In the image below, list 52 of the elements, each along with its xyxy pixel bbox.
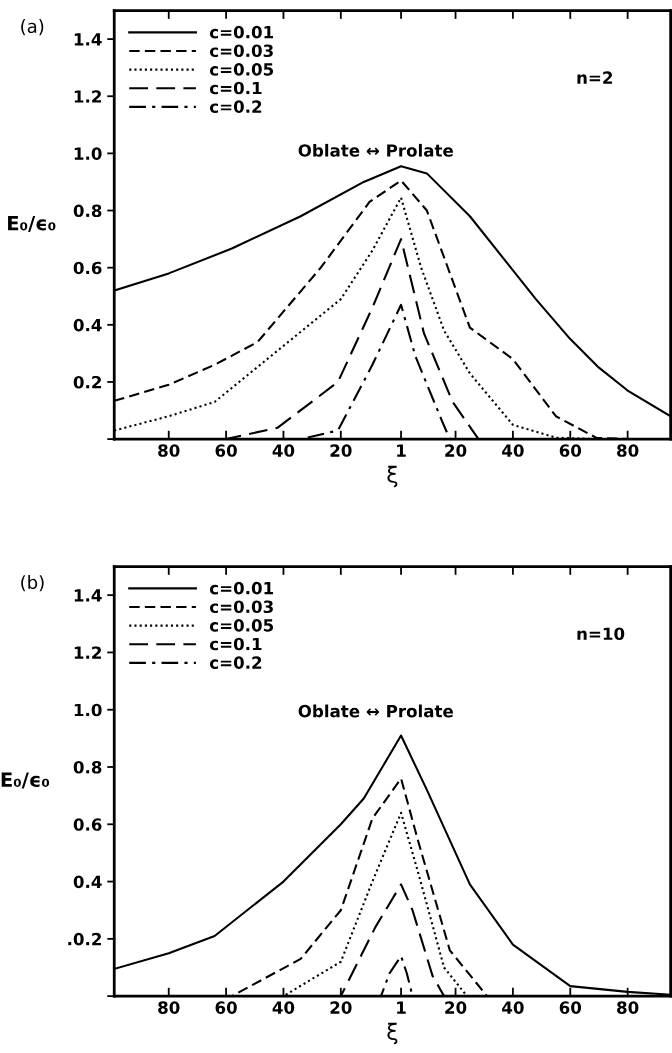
x-tick-label: 40 <box>502 444 524 457</box>
legend-label: c=0.1 <box>209 81 262 95</box>
x-tick-label: 60 <box>559 1001 582 1014</box>
x-tick-label: 60 <box>215 444 237 457</box>
y-axis-title: E₀/ϵ₀ <box>1 772 50 789</box>
legend-label: c=0.03 <box>209 44 273 58</box>
y-tick-label: 0.4 <box>73 318 102 332</box>
x-tick-label: 80 <box>617 444 639 457</box>
legend-label: c=0.05 <box>209 619 274 632</box>
chart-title: (a) <box>21 19 44 36</box>
x-axis-title: ξ <box>387 1022 398 1045</box>
y-tick-label: 1.0 <box>74 703 102 717</box>
x-tick-label: 80 <box>158 444 180 457</box>
x-tick-label: 80 <box>617 1001 639 1014</box>
y-tick-label: 1.4 <box>74 33 102 46</box>
annotation: n=10 <box>577 627 625 641</box>
x-tick-label: 80 <box>158 1001 180 1014</box>
y-tick-label: 0.4 <box>73 875 102 889</box>
legend-label: c=0.05 <box>209 63 274 76</box>
x-tick-label: 40 <box>272 1001 295 1014</box>
y-tick-label: 1.2 <box>74 90 101 103</box>
legend-label: c=0.2 <box>209 656 262 669</box>
y-tick-label: 1.4 <box>74 589 102 602</box>
x-tick-label: 40 <box>502 1001 524 1014</box>
x-tick-label: 1 <box>397 1001 406 1014</box>
y-tick-label: .0.2 <box>68 932 101 946</box>
y-axis-title: E₀/ϵ₀ <box>8 216 56 232</box>
chart-title: (b) <box>21 575 44 592</box>
x-tick-label: 40 <box>272 444 295 457</box>
legend-label: c=0.01 <box>209 25 274 39</box>
x-tick-label: 60 <box>559 444 582 457</box>
y-tick-label: 1.2 <box>74 646 101 659</box>
legend-label: c=0.1 <box>209 637 262 651</box>
y-tick-label: 0.2 <box>73 375 101 389</box>
x-tick-label: 1 <box>397 444 406 457</box>
y-tick-label: 0.6 <box>73 818 102 831</box>
x-axis-title: ξ <box>387 465 398 488</box>
y-tick-label: 0.8 <box>73 760 102 774</box>
legend-label: c=0.2 <box>209 100 262 113</box>
x-tick-label: 20 <box>445 444 467 457</box>
legend-label: c=0.03 <box>209 600 273 614</box>
y-tick-label: 1.0 <box>74 147 102 160</box>
x-tick-label: 60 <box>215 1001 237 1014</box>
legend-label: c=0.01 <box>209 581 274 595</box>
x-tick-label: 20 <box>445 1001 467 1014</box>
y-tick-label: 0.6 <box>73 261 102 275</box>
annotation: Oblate ↔ Prolate <box>298 704 453 718</box>
x-tick-label: 20 <box>330 1001 352 1014</box>
annotation: n=2 <box>577 71 613 84</box>
x-tick-label: 20 <box>330 444 352 457</box>
y-tick-label: 0.8 <box>73 204 102 218</box>
annotation: Oblate ↔ Prolate <box>298 143 453 157</box>
